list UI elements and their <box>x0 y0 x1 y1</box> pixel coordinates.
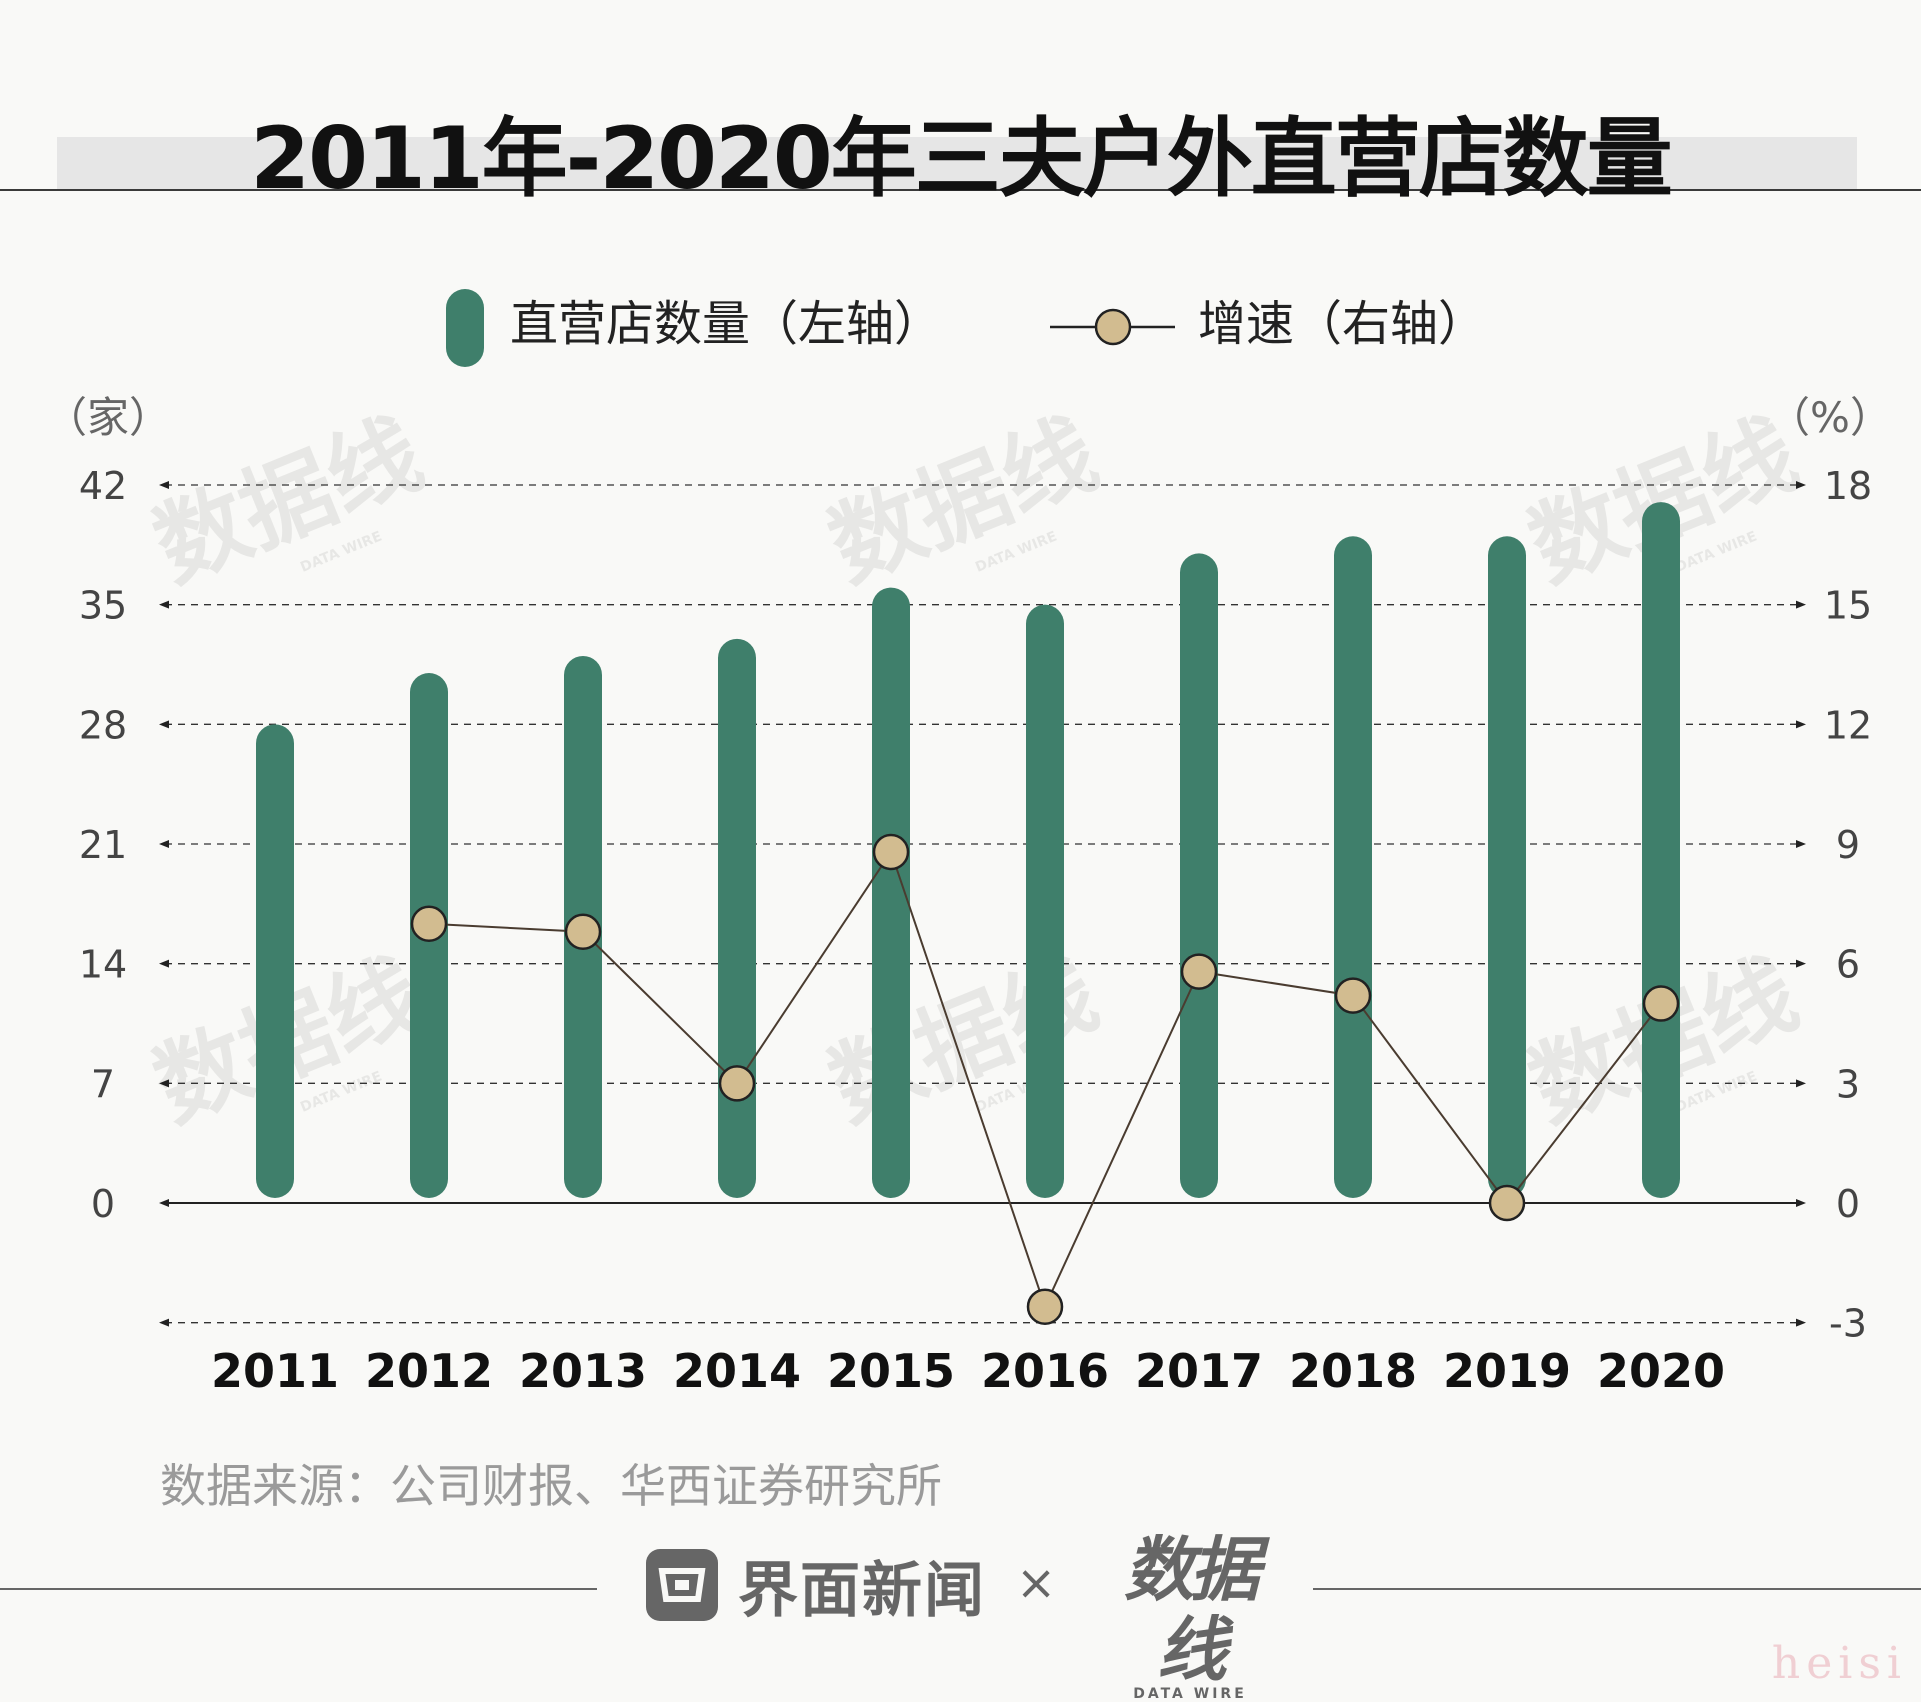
growth-point-2014 <box>718 1065 756 1102</box>
left-tick-0: 0 <box>91 1182 115 1226</box>
corner-mark: heisi <box>1771 1638 1907 1689</box>
gridline-arrow-right--3 <box>1796 1318 1806 1327</box>
x-label-2011: 2011 <box>211 1344 339 1398</box>
right-tick-12: 12 <box>1824 703 1872 747</box>
growth-point-2019 <box>1488 1184 1526 1222</box>
x-label-2015: 2015 <box>827 1344 955 1398</box>
left-tick-21: 21 <box>79 823 127 867</box>
right-tick--3: -3 <box>1829 1302 1867 1346</box>
x-label-2019: 2019 <box>1443 1344 1571 1398</box>
gridline-arrow-right-0 <box>1796 1199 1806 1207</box>
growth-point-2017 <box>1180 953 1218 990</box>
gridline-arrow-left-6 <box>159 959 169 968</box>
gridline-arrow-left-15 <box>159 600 169 609</box>
watermark-logo-0: 数据线 <box>140 399 436 602</box>
left-tick-42: 42 <box>79 464 127 508</box>
brand-jiemian: 界面新闻 <box>646 1545 986 1626</box>
right-tick-3: 3 <box>1836 1062 1860 1106</box>
datawire-sub: DATA WIRE <box>1133 1686 1247 1702</box>
gridline-arrow-right-18 <box>1796 481 1806 489</box>
gridline-arrow-left--3 <box>159 1318 169 1327</box>
gridline-arrow-left-0 <box>159 1199 169 1207</box>
gridline-arrow-right-3 <box>1796 1079 1806 1088</box>
brand-jiemian-name: 界面新闻 <box>738 1555 986 1626</box>
gridline-arrow-left-9 <box>159 840 169 848</box>
jiemian-logo-icon <box>646 1549 718 1621</box>
left-tick-14: 14 <box>79 943 127 987</box>
x-label-2014: 2014 <box>673 1344 801 1398</box>
gridline-arrow-right-6 <box>1796 959 1806 968</box>
x-label-2020: 2020 <box>1597 1344 1725 1398</box>
footer-rule-left <box>0 1588 597 1590</box>
legend-bar-label: 直营店数量（左轴） <box>510 296 942 352</box>
growth-point-2016 <box>1026 1288 1064 1325</box>
right-tick-6: 6 <box>1836 943 1860 987</box>
growth-point-2015 <box>872 833 910 871</box>
x-label-2017: 2017 <box>1135 1344 1263 1398</box>
right-tick-15: 15 <box>1824 584 1872 628</box>
gridline-arrow-right-12 <box>1796 720 1806 729</box>
right-tick-0: 0 <box>1836 1182 1860 1226</box>
times-sign: × <box>1016 1555 1057 1611</box>
right-tick-18: 18 <box>1824 464 1872 508</box>
gridline-arrow-right-15 <box>1796 600 1806 609</box>
data-source: 数据来源：公司财报、华西证券研究所 <box>160 1459 942 1513</box>
gridline-arrow-left-18 <box>159 481 169 489</box>
growth-point-2013 <box>564 913 602 951</box>
watermark-logo-1: 数据线 <box>815 399 1111 602</box>
legend-line-label: 增速（右轴） <box>1198 296 1486 352</box>
growth-point-2018 <box>1334 977 1372 1014</box>
x-label-2016: 2016 <box>981 1344 1109 1398</box>
datawire-logo: 数据线 <box>1124 1529 1260 1691</box>
x-label-2012: 2012 <box>365 1344 493 1398</box>
watermark-logo-4: 数据线 <box>815 939 1111 1142</box>
left-tick-28: 28 <box>79 703 127 747</box>
gridline-arrow-left-3 <box>159 1079 169 1088</box>
gridline-arrow-right-9 <box>1796 840 1806 848</box>
gridline-arrow-left-12 <box>159 720 169 729</box>
brand-datawire: 数据线 DATA WIRE <box>1100 1530 1280 1702</box>
right-tick-9: 9 <box>1836 823 1860 867</box>
left-tick-7: 7 <box>91 1062 115 1106</box>
title-rule <box>0 189 1921 191</box>
right-axis-unit: （%） <box>1768 393 1892 442</box>
footer-rule-right <box>1313 1588 1921 1590</box>
left-axis-unit: （家） <box>45 393 171 442</box>
growth-point-2020 <box>1642 985 1680 1022</box>
left-tick-35: 35 <box>79 584 127 628</box>
x-label-2013: 2013 <box>519 1344 647 1398</box>
growth-point-2012 <box>410 905 448 943</box>
chart-title: 2011年-2020年三夫户外直营店数量 <box>250 109 1672 209</box>
title-band <box>57 137 1857 189</box>
x-label-2018: 2018 <box>1289 1344 1417 1398</box>
legend-line-marker <box>1094 308 1132 346</box>
